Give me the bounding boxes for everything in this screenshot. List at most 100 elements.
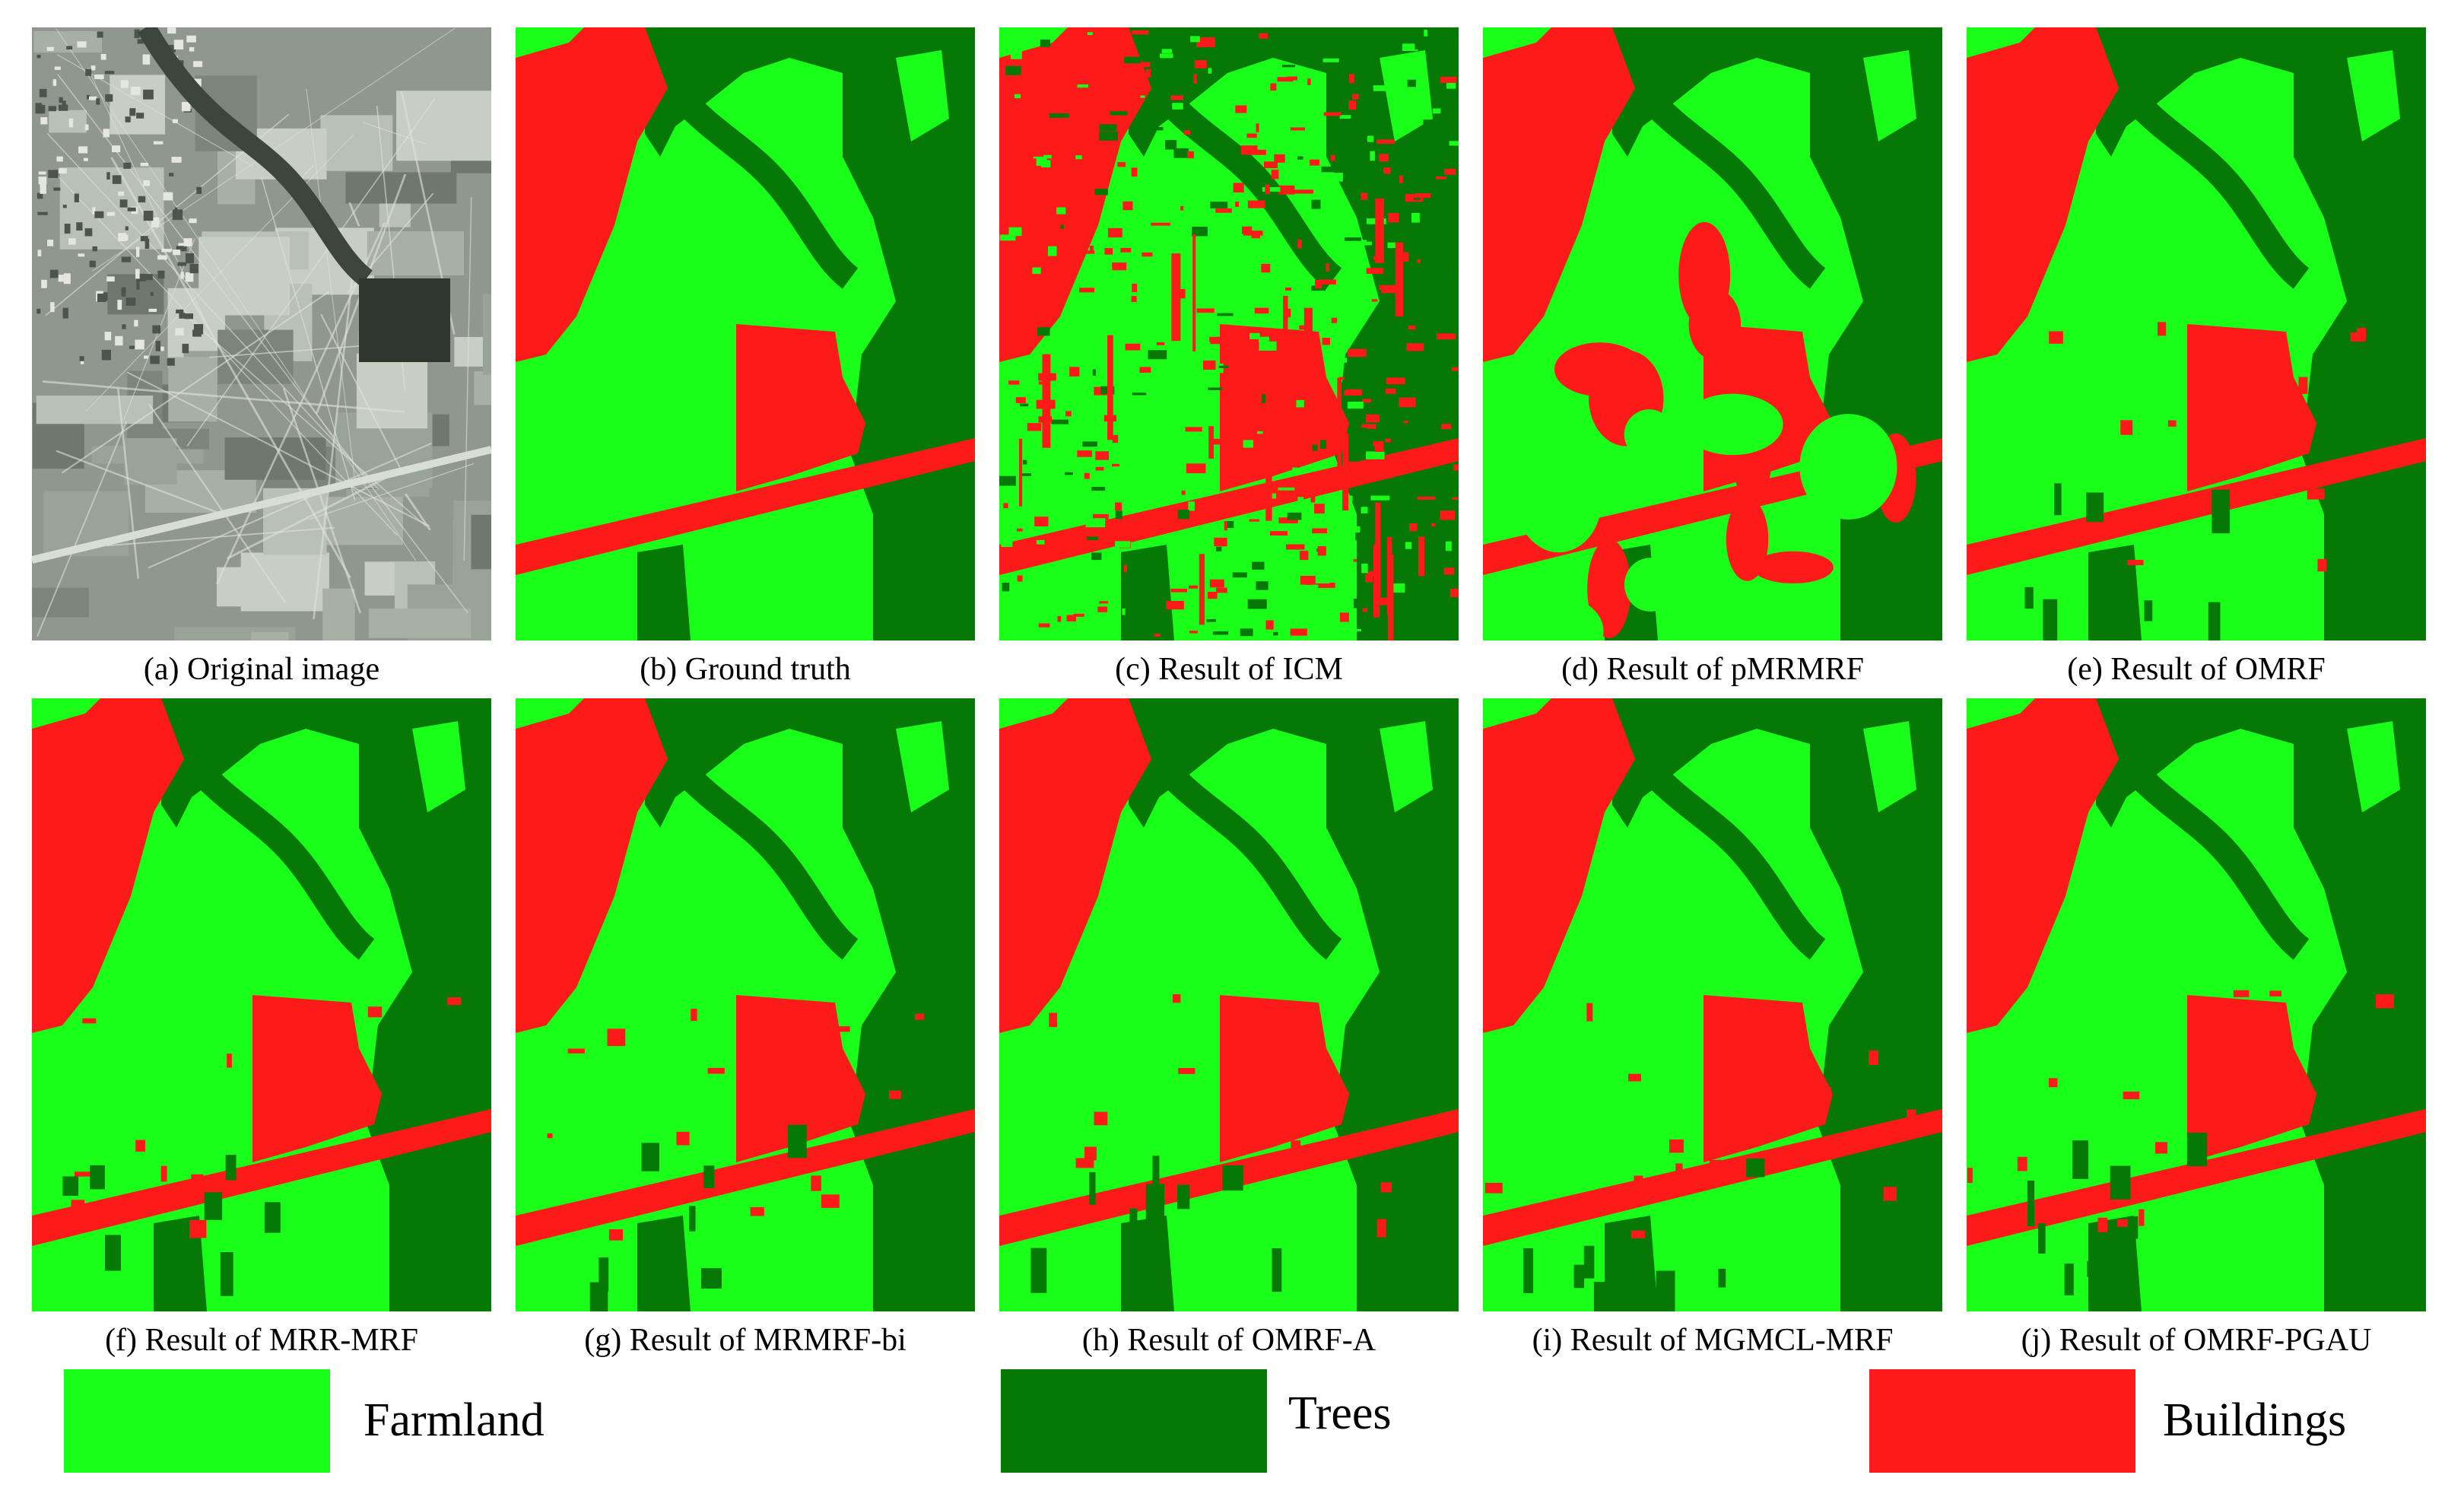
trees-speckle — [1583, 1245, 1595, 1279]
trees-river-corridor — [135, 698, 375, 960]
noise-pixel — [1406, 343, 1424, 351]
aerial-village-house — [58, 168, 67, 174]
noise-pixel — [1161, 49, 1172, 54]
aerial-village-house — [189, 218, 197, 224]
trees-speckle — [1177, 1184, 1190, 1210]
noise-pixel — [1049, 113, 1069, 118]
aerial-field — [396, 91, 491, 161]
noise-pixel — [1334, 131, 1354, 136]
trees-speckle — [1523, 1248, 1534, 1293]
noise-pixel — [1093, 513, 1109, 520]
noise-pixel — [1043, 97, 1055, 100]
noise-pixel — [1043, 599, 1057, 605]
noise-pixel — [1215, 208, 1232, 213]
noise-pixel — [1133, 490, 1149, 500]
noise-pixel — [1060, 224, 1064, 229]
noise-pixel — [1099, 124, 1117, 132]
buildings-region — [1483, 698, 1635, 1033]
noise-pixel — [1339, 612, 1349, 622]
noise-pixel — [1189, 585, 1198, 589]
aerial-village-house — [182, 343, 189, 354]
aerial-village-house — [150, 291, 154, 297]
aerial-village-house — [84, 228, 93, 237]
noise-pixel — [1208, 68, 1212, 74]
aerial-village-house — [153, 141, 164, 145]
noise-pixel — [1194, 60, 1207, 68]
aerial-field — [36, 396, 154, 424]
aerial-village-house — [37, 308, 41, 314]
buildings-speckle — [71, 1200, 85, 1212]
aerial-village-house — [189, 46, 195, 52]
buildings-speckle — [770, 1101, 782, 1108]
buildings-speckle — [1094, 1111, 1108, 1126]
noise-pixel — [1318, 582, 1335, 588]
noise-pixel — [1446, 80, 1456, 89]
noise-pixel — [1440, 424, 1452, 430]
noise-pixel — [1041, 233, 1056, 241]
farmland-blob — [1516, 449, 1602, 553]
aerial-village-house — [59, 97, 63, 103]
noise-pixel — [1123, 564, 1127, 573]
noise-pixel — [1092, 504, 1110, 508]
noise-stripe — [1283, 295, 1288, 339]
noise-pixel — [1068, 316, 1078, 326]
noise-pixel — [1132, 283, 1138, 293]
noise-pixel — [1104, 248, 1113, 255]
noise-pixel — [1209, 579, 1224, 588]
noise-pixel — [1339, 382, 1346, 391]
noise-pixel — [1151, 222, 1170, 226]
noise-pixel — [1367, 571, 1376, 577]
noise-pixel — [1382, 234, 1389, 240]
trees-speckle — [1129, 1208, 1138, 1236]
farmland-region — [412, 721, 465, 812]
buildings-region — [252, 995, 382, 1162]
noise-stripe — [1386, 537, 1392, 615]
noise-pixel — [1249, 332, 1260, 339]
noise-pixel — [1078, 228, 1089, 234]
noise-pixel — [1151, 127, 1164, 131]
buildings-region — [516, 27, 668, 362]
aerial-village-house — [112, 145, 121, 153]
trees-speckle — [2208, 602, 2221, 641]
noise-pixel — [1135, 62, 1151, 68]
noise-stripe — [1303, 307, 1313, 430]
noise-pixel — [1142, 252, 1153, 257]
aerial-village-house — [134, 29, 140, 39]
aerial-village-house — [59, 104, 68, 111]
aerial-village-house — [178, 243, 185, 249]
noise-pixel — [1449, 141, 1459, 146]
noise-pixel — [1027, 265, 1043, 270]
trees-river-corridor — [1102, 698, 1342, 960]
trees-speckle — [2087, 1260, 2098, 1277]
buildings-speckle — [2259, 1154, 2274, 1166]
caption-h: (h) Result of OMRF-A — [1081, 1323, 1376, 1358]
noise-pixel — [1196, 37, 1215, 48]
noise-pixel — [1271, 170, 1279, 180]
noise-pixel — [1269, 531, 1288, 536]
aerial-village-house — [136, 246, 140, 257]
farmland-region — [1863, 50, 1916, 141]
aerial-village-house — [54, 66, 61, 70]
noise-pixel — [1331, 353, 1345, 359]
aerial-village-house — [122, 324, 126, 329]
noise-pixel — [1110, 111, 1128, 116]
noise-pixel — [1446, 96, 1459, 103]
buildings-blob — [1752, 551, 1834, 583]
noise-pixel — [1214, 537, 1227, 547]
panel-a-image — [32, 27, 491, 641]
noise-pixel — [1156, 342, 1165, 345]
buildings-region — [1220, 995, 1349, 1162]
panel-f-image — [32, 698, 491, 1311]
noise-pixel — [1246, 459, 1263, 463]
buildings-speckle — [2049, 1078, 2058, 1088]
noise-pixel — [1037, 326, 1050, 336]
trees-speckle — [2024, 586, 2034, 609]
aerial-field-line — [306, 88, 355, 478]
noise-pixel — [1131, 296, 1137, 302]
noise-pixel — [1254, 307, 1269, 314]
buildings-speckle — [2307, 488, 2325, 500]
buildings-speckle — [60, 1210, 68, 1228]
aerial-village-house — [189, 264, 198, 274]
noise-pixel — [1235, 105, 1247, 113]
buildings-speckle — [292, 1076, 310, 1086]
